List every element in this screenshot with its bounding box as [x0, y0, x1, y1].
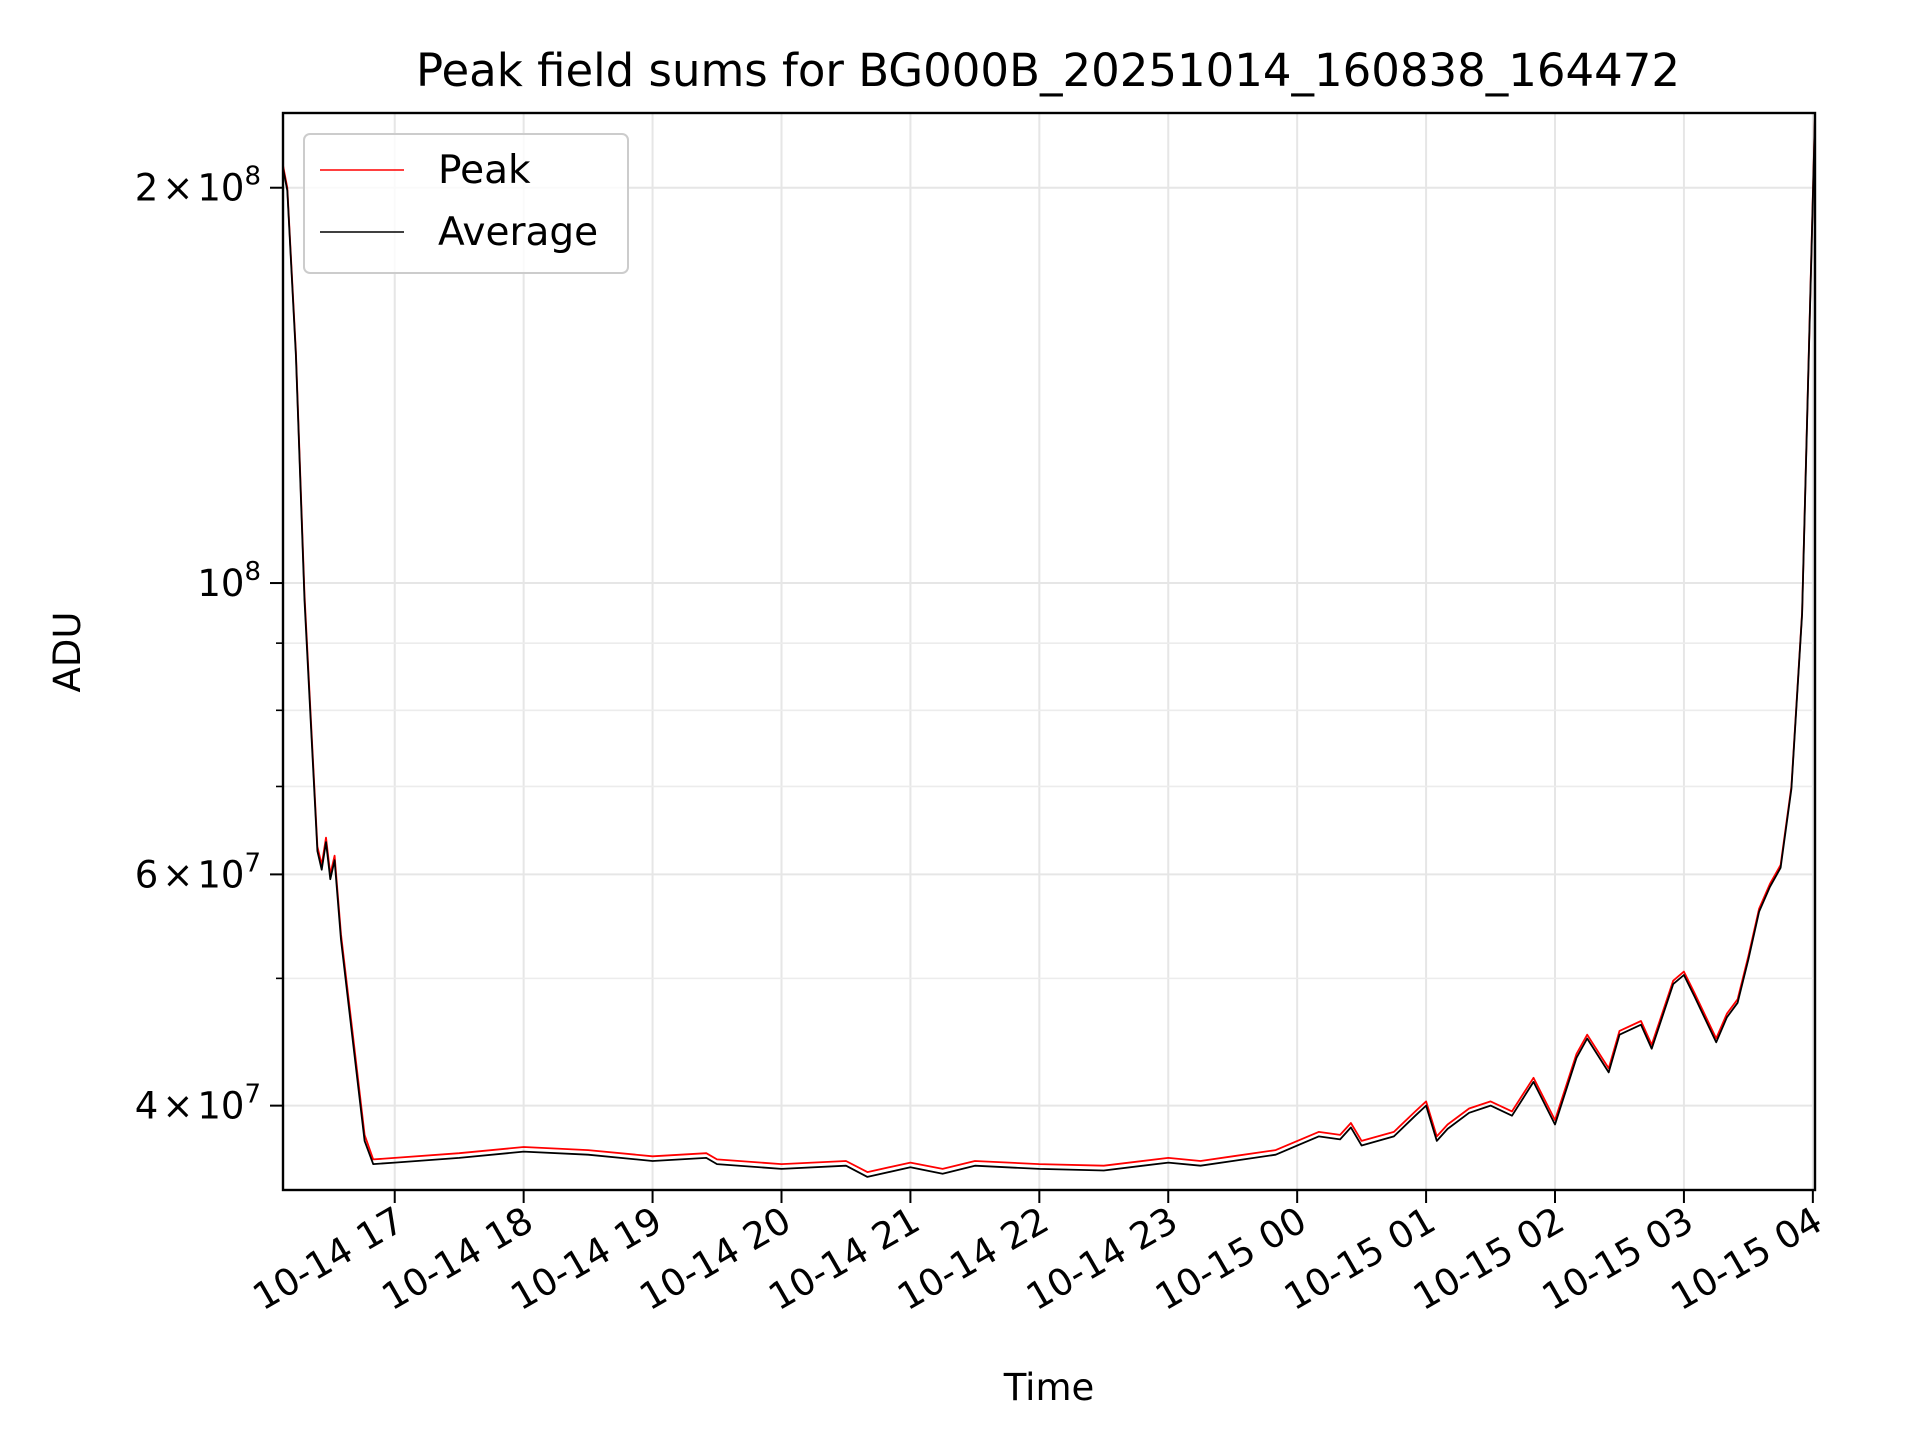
x-axis-label: Time: [1003, 1366, 1095, 1409]
legend-box: [303, 133, 629, 274]
legend-label-average: Average: [438, 210, 598, 255]
plot-frame: [281, 111, 1817, 1192]
y-axis-label: ADU: [46, 612, 89, 693]
y-tick-label: 4 × 107: [135, 1080, 261, 1128]
y-axis: 4 × 107 6 × 107 108 2 × 108: [135, 162, 283, 1128]
chart-title: Peak field sums for BG000B_20251014_1608…: [416, 44, 1680, 97]
y-tick-label: 2 × 108: [135, 162, 261, 210]
series-line-average: [282, 115, 1816, 1178]
legend: Peak Average: [303, 133, 629, 274]
y-tick-label: 108: [197, 557, 261, 605]
legend-label-peak: Peak: [438, 148, 531, 193]
series-layer: [282, 112, 1816, 1178]
grid: [283, 113, 1815, 1190]
y-tick-label: 6 × 107: [135, 848, 261, 896]
